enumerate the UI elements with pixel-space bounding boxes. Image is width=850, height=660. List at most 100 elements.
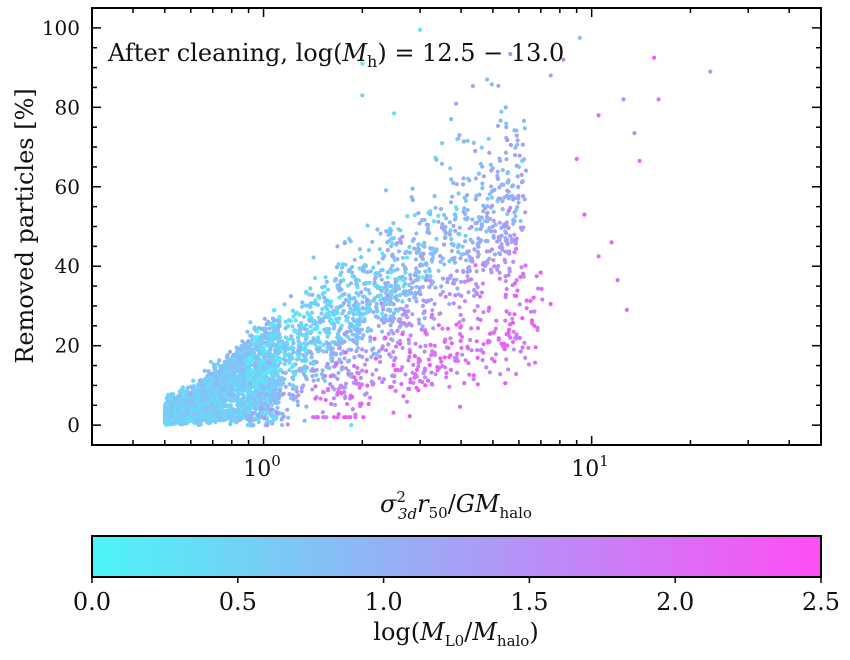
scatter-point [372,336,377,341]
scatter-point [233,353,238,358]
scatter-points [163,27,713,428]
scatter-point [383,299,388,304]
scatter-point [330,340,335,345]
scatter-point [596,113,601,118]
scatter-point [405,214,410,219]
scatter-point [254,381,259,386]
cblabel-M: M [419,618,446,646]
scatter-point [269,419,274,424]
scatter-point [277,314,282,320]
scatter-point [227,359,232,364]
scatter-point [486,338,491,343]
scatter-point [323,397,328,403]
scatter-point [419,217,425,223]
scatter-point [480,281,485,286]
scatter-point [522,126,527,131]
scatter-point [502,347,507,352]
scatter-point [528,309,534,314]
scatter-point [209,406,214,411]
scatter-point [180,399,185,404]
scatter-point [252,369,257,374]
scatter-point [295,399,300,404]
scatter-point [407,414,412,419]
scatter-point [487,216,493,221]
scatter-point [497,237,502,242]
scatter-point [361,281,367,286]
scatter-point [478,161,483,166]
scatter-point [270,402,275,407]
scatter-point [520,345,525,350]
scatter-point [483,238,489,244]
scatter-point [272,329,277,335]
scatter-point [368,335,373,340]
scatter-point [528,298,533,304]
scatter-point [452,212,457,217]
scatter-point [367,395,373,400]
scatter-point [416,242,421,247]
scatter-point [411,237,416,242]
scatter-point [279,417,284,422]
scatter-point [365,223,370,228]
scatter-point [311,321,316,326]
scatter-point [503,236,508,241]
scatter-point [310,292,315,297]
scatter-point [440,225,445,230]
scatter-point [506,250,511,255]
scatter-point [388,385,393,390]
scatter-point [485,204,490,209]
scatter-point [268,378,273,383]
scatter-point [265,404,270,409]
scatter-point [321,349,326,354]
scatter-point [400,345,405,350]
scatter-point [491,218,496,223]
scatter-point [360,347,365,352]
scatter-point [448,228,453,233]
scatter-point [295,350,300,355]
scatter-point [296,353,301,358]
scatter-point [447,354,452,360]
scatter-point [463,211,468,217]
scatter-point [362,262,368,268]
scatter-point [476,252,481,257]
cblabel-log: log( [373,618,420,646]
scatter-point [262,326,267,331]
scatter-point [447,276,452,281]
scatter-point [317,330,322,335]
scatter-point [327,331,332,336]
scatter-point [313,384,318,389]
scatter-point [262,416,267,421]
scatter-point [469,348,474,353]
scatter-point [495,176,500,181]
scatter-point [185,385,190,390]
scatter-point [512,250,517,255]
scatter-point [234,345,239,350]
scatter-point [424,273,430,278]
scatter-point [198,390,203,395]
scatter-point [194,400,199,405]
scatter-point [308,361,313,366]
scatter-point [374,367,379,373]
scatter-point [345,315,350,320]
scatter-point [416,317,421,322]
scatter-point [383,348,389,353]
y-axis-label: Removed particles [%] [11,88,39,364]
scatter-point [577,35,582,40]
scatter-point [511,259,516,264]
scatter-point [322,290,327,295]
scatter-point [404,304,409,309]
annotation-text: After cleaning, log( [107,39,342,67]
scatter-point [352,375,357,380]
scatter-point [225,374,230,379]
scatter-point [397,237,402,242]
scatter-point [548,301,553,307]
scatter-point [487,305,492,310]
scatter-point [500,207,505,212]
scatter-point [289,334,294,339]
scatter-point [258,387,263,392]
scatter-point [329,299,334,304]
scatter-point [455,136,460,142]
scatter-point [371,381,376,386]
scatter-point [187,398,192,403]
scatter-point [308,339,313,345]
scatter-point [328,312,333,317]
